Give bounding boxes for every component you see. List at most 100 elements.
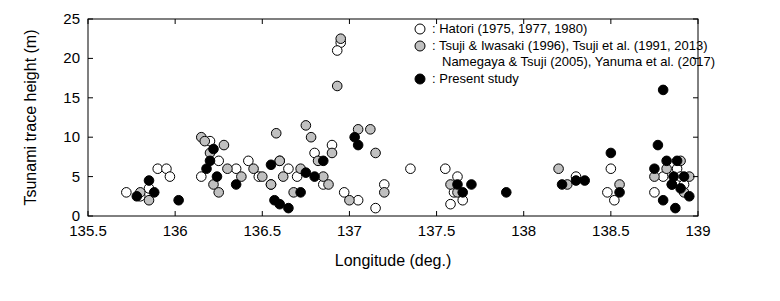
data-point [275,156,285,166]
data-point [658,85,668,95]
data-point [606,164,616,174]
data-point [332,46,342,56]
y-tick [693,176,698,177]
data-point [209,144,219,154]
legend-marker [415,74,425,84]
y-tick [693,97,698,98]
data-point [440,164,450,174]
data-point [266,180,276,190]
y-tick-label: 20 [63,49,80,66]
x-tick-label: 139 [685,222,710,239]
x-axis-label: Longitude (deg.) [335,252,452,269]
data-point [446,199,456,209]
data-point [458,188,468,198]
data-point [122,188,132,198]
data-point [214,156,224,166]
data-point [231,180,241,190]
data-point [275,199,285,209]
data-point [301,168,311,178]
x-tick [698,211,699,216]
data-point [371,203,381,213]
data-point [658,195,668,205]
chart: 135.5136136.5137137.5138138.513905101520… [0,0,780,301]
data-point [653,140,663,150]
data-point [676,184,686,194]
data-point [662,156,672,166]
data-point [284,203,294,213]
y-tick-label: 0 [72,207,80,224]
data-point [174,195,184,205]
data-point [650,164,660,174]
data-point [266,180,276,190]
data-point [336,34,346,44]
data-point [606,148,616,158]
data-point [310,172,320,182]
x-tick [436,211,437,216]
data-point [684,192,694,202]
data-point [271,128,281,138]
x-tick [175,19,176,24]
y-tick-label: 5 [72,168,80,185]
data-point [149,188,159,198]
data-point [306,132,316,142]
x-tick-label: 137.5 [418,222,456,239]
x-tick-label: 136 [163,222,188,239]
x-tick [262,19,263,24]
data-point [266,160,276,170]
data-point [371,148,381,158]
x-tick [88,211,89,216]
y-tick [88,137,93,138]
y-tick-label: 25 [63,10,80,27]
data-point [332,81,342,91]
data-point [275,156,285,166]
legend-label: : Hatori (1975, 1977, 1980) [432,21,587,36]
data-point [615,188,625,198]
x-tick [349,211,350,216]
x-tick-label: 137 [337,222,362,239]
x-tick-label: 138 [511,222,536,239]
y-tick-label: 10 [63,128,80,145]
data-point [219,140,229,150]
data-point [132,192,142,202]
data-point [301,121,311,131]
data-point [353,140,363,150]
y-tick [693,19,698,20]
data-point [467,180,477,190]
x-tick-label: 136.5 [244,222,282,239]
data-point [223,164,233,174]
y-tick-label: 15 [63,89,80,106]
data-point [214,188,224,198]
x-tick [88,19,89,24]
data-point [345,195,355,205]
y-tick [693,137,698,138]
data-point [327,148,337,158]
legend-label: : Present study [432,71,519,86]
y-tick [88,97,93,98]
data-point [672,156,682,166]
y-tick [88,19,93,20]
data-point [580,176,590,186]
legend-label: : Tsuji & Iwasaki (1996), Tsuji et al. (… [432,38,715,69]
x-tick [610,19,611,24]
data-point [669,172,679,182]
x-tick [349,19,350,24]
x-tick [262,211,263,216]
data-point [554,164,564,174]
data-point [603,188,613,198]
x-tick [175,211,176,216]
data-point [296,188,306,198]
data-point [379,188,389,198]
data-point [257,172,267,182]
data-point [501,188,511,198]
x-tick [523,211,524,216]
data-point [278,172,288,182]
data-point [144,176,154,186]
data-point [212,172,222,182]
data-point [249,164,259,174]
y-axis-label: Tsunami trace height (m) [22,29,39,205]
y-tick [88,176,93,177]
data-point [679,172,689,182]
data-point [200,136,210,146]
data-point [353,195,363,205]
y-tick [88,216,93,217]
